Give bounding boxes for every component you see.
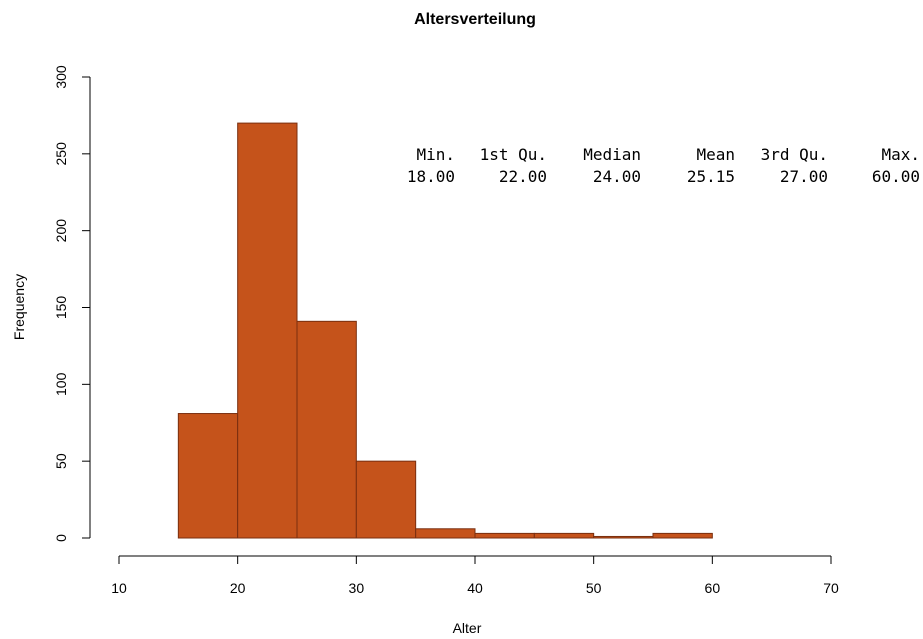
summary-header: Min. bbox=[416, 145, 455, 164]
summary-value: 22.00 bbox=[499, 167, 547, 186]
summary-header: Mean bbox=[696, 145, 735, 164]
y-axis-label: Frequency bbox=[11, 274, 27, 340]
histogram-bar bbox=[296, 320, 357, 539]
summary-statistics: Min. 1st Qu. Median Mean 3rd Qu. Max. 18.00 22.… bbox=[407, 145, 920, 186]
summary-value: 24.00 bbox=[593, 167, 641, 186]
summary-header: 3rd Qu. bbox=[761, 145, 828, 164]
x-tick-label: 50 bbox=[586, 580, 602, 596]
summary-value: 27.00 bbox=[780, 167, 828, 186]
y-tick-label: 100 bbox=[53, 372, 69, 396]
histogram-bar bbox=[355, 460, 417, 539]
histogram-bar bbox=[237, 122, 298, 539]
y-tick-label: 150 bbox=[53, 296, 69, 320]
x-axis-label: Alter bbox=[453, 620, 482, 636]
histogram-bar bbox=[177, 413, 239, 539]
histogram-bar bbox=[474, 532, 535, 539]
y-tick-label: 50 bbox=[53, 453, 69, 469]
x-tick-label: 60 bbox=[705, 580, 721, 596]
chart-title: Altersverteilung bbox=[414, 11, 536, 28]
x-tick-label: 40 bbox=[467, 580, 483, 596]
y-tick-label: 200 bbox=[53, 219, 69, 243]
summary-header: 1st Qu. bbox=[480, 145, 547, 164]
summary-value: 60.00 bbox=[872, 167, 920, 186]
y-tick-label: 300 bbox=[53, 65, 69, 89]
x-tick-label: 10 bbox=[111, 580, 127, 596]
x-tick-label: 20 bbox=[230, 580, 246, 596]
y-axis: 0 50 100 150 200 250 300 bbox=[53, 65, 91, 542]
summary-value: 25.15 bbox=[687, 167, 735, 186]
summary-header: Max. bbox=[881, 145, 920, 164]
histogram-bar bbox=[415, 528, 476, 539]
bars-group bbox=[177, 122, 713, 539]
histogram-bar bbox=[652, 532, 713, 539]
y-tick-label: 0 bbox=[53, 534, 69, 542]
x-tick-label: 70 bbox=[823, 580, 839, 596]
histogram-bar bbox=[593, 535, 654, 539]
summary-header: Median bbox=[583, 145, 641, 164]
x-axis: 10 20 30 40 50 60 70 bbox=[111, 555, 839, 596]
summary-value: 18.00 bbox=[407, 167, 455, 186]
x-tick-label: 30 bbox=[349, 580, 365, 596]
y-tick-label: 250 bbox=[53, 142, 69, 166]
histogram-bar bbox=[533, 532, 595, 539]
